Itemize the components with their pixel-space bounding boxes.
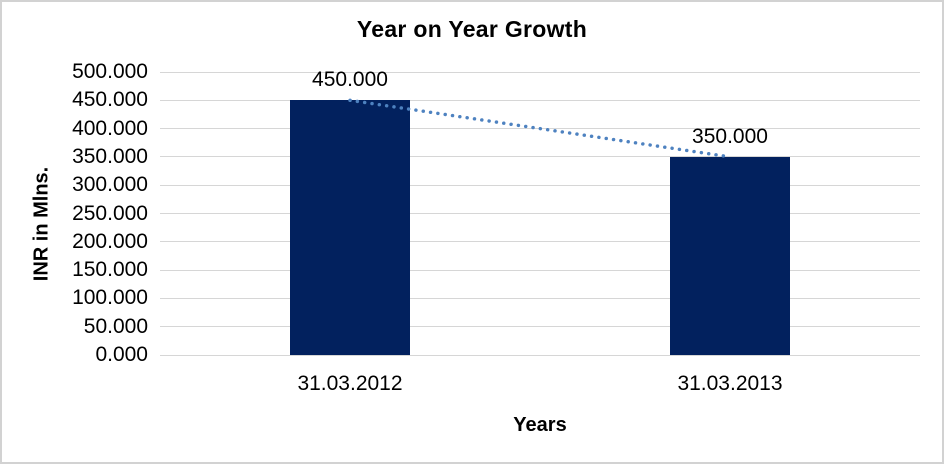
gridline: [160, 156, 920, 158]
y-axis-tick-label: 100.000: [72, 286, 148, 310]
data-label: 450.000: [312, 68, 388, 92]
y-axis-tick-label: 200.000: [72, 229, 148, 253]
gridline: [160, 297, 920, 299]
y-axis-tick-label: 400.000: [72, 116, 148, 140]
gridline: [160, 241, 920, 243]
y-axis-tick-label: 250.000: [72, 201, 148, 225]
data-label: 350.000: [692, 124, 768, 148]
gridline: [160, 354, 920, 356]
y-axis-tick-label: 300.000: [72, 173, 148, 197]
y-axis-tick-label: 350.000: [72, 144, 148, 168]
y-axis-tick-label: 50.000: [83, 314, 148, 338]
y-axis-tick-label: 500.000: [72, 60, 148, 83]
y-axis-tick-label: 150.000: [72, 258, 148, 282]
x-axis-tick-label: 31.03.2013: [677, 372, 783, 395]
y-axis-tick-label: 0.000: [95, 343, 148, 366]
x-axis-tick-label: 31.03.2012: [297, 372, 403, 395]
gridline: [160, 128, 920, 130]
gridline: [160, 269, 920, 271]
gridline: [160, 71, 920, 73]
y-axis-tick-label: 450.000: [72, 88, 148, 112]
gridline: [160, 99, 920, 101]
bar: [670, 156, 790, 355]
chart-title: Year on Year Growth: [356, 16, 588, 42]
gridline: [160, 326, 920, 328]
gridline: [160, 213, 920, 214]
bar: [290, 100, 410, 355]
gridline: [160, 184, 920, 186]
x-axis-title: Years: [513, 414, 567, 436]
